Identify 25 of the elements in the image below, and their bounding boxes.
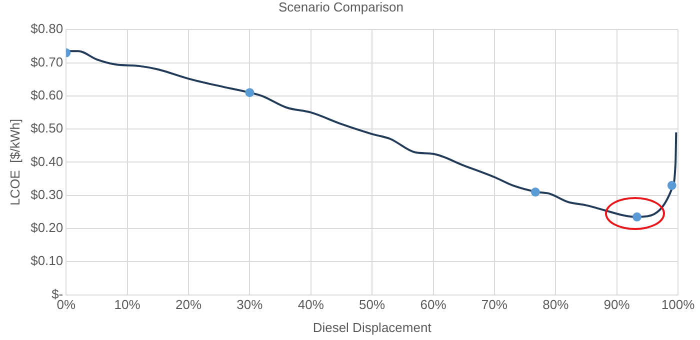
chart-title: Scenario Comparison: [278, 0, 404, 14]
y-tick-label: $0.50: [30, 120, 64, 136]
x-tick-label: 100%: [661, 297, 696, 312]
y-axis-title: LCOE [$/kWh]: [7, 118, 22, 206]
point: [530, 188, 540, 197]
y-tick-label: $0.20: [30, 220, 64, 236]
y-tick-label: $0.40: [30, 154, 64, 169]
y-tick-label: $0.60: [30, 87, 64, 102]
x-tick-label: 30%: [236, 297, 264, 312]
point: [632, 212, 642, 222]
point: [245, 88, 254, 98]
x-axis-title: Diesel Displacement: [312, 320, 432, 335]
x-tick-label: 60%: [420, 297, 447, 312]
x-tick-label: 20%: [175, 297, 202, 312]
x-tick-label: 90%: [604, 297, 630, 312]
x-tick-label: 70%: [481, 297, 508, 312]
x-tick-label: 80%: [542, 297, 570, 312]
x-tick-label: 10%: [114, 297, 141, 312]
y-tick-label: $0.70: [30, 54, 64, 70]
y-tick-label: $0.30: [30, 186, 64, 202]
x-tick-label: 40%: [298, 297, 324, 312]
y-tick-label: $0.80: [30, 21, 64, 36]
x-tick-label: 50%: [359, 297, 386, 312]
point: [667, 180, 676, 190]
y-tick-label: $0.10: [30, 253, 64, 268]
